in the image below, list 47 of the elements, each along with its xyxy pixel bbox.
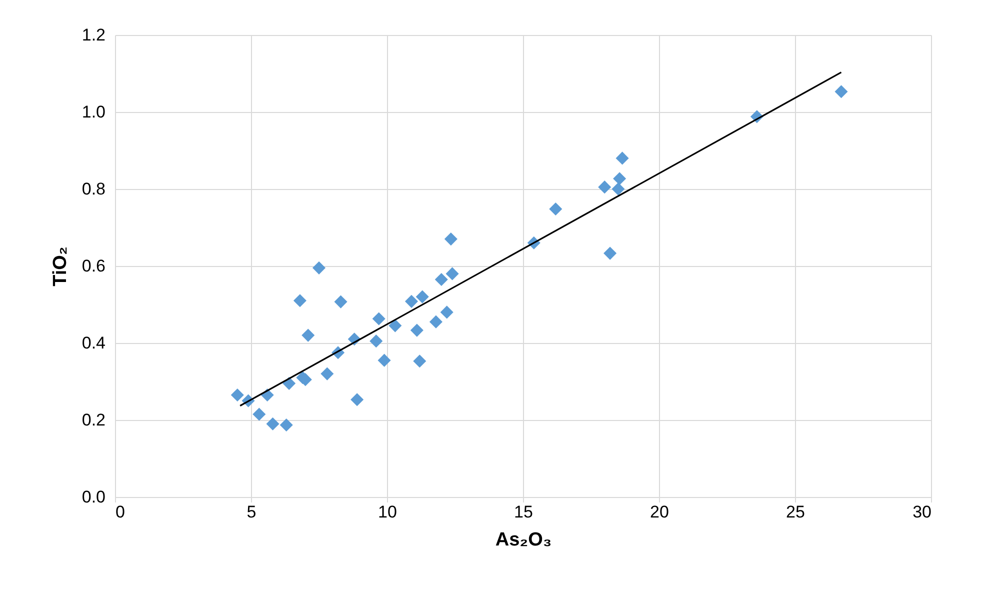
point [280, 418, 293, 432]
point [440, 306, 454, 319]
y-tick-label: 1.0 [82, 102, 106, 122]
point [334, 295, 348, 308]
point [446, 267, 459, 280]
point [266, 417, 280, 430]
point [429, 315, 442, 328]
point [598, 180, 612, 194]
x-axis-title: As₂O₃ [495, 530, 552, 550]
y-tick-label: 0.0 [82, 488, 106, 506]
x-tick-label: 25 [786, 502, 805, 522]
point [613, 172, 626, 186]
point [404, 294, 418, 308]
point [410, 324, 424, 337]
y-tick-label: 0.4 [82, 334, 106, 352]
x-tick-label: 5 [246, 502, 256, 522]
point [370, 334, 383, 348]
x-tick-label: 30 [912, 502, 932, 522]
point [252, 408, 266, 421]
y-tick-label: 0.6 [82, 256, 106, 276]
point [230, 388, 244, 402]
point [444, 232, 458, 246]
point [293, 294, 306, 308]
point [434, 272, 448, 286]
point [320, 367, 334, 380]
point [612, 182, 625, 196]
y-tick-label: 0.2 [82, 410, 106, 430]
y-tick-label: 1.2 [82, 26, 106, 44]
x-tick-label: 10 [378, 502, 397, 522]
point [604, 246, 617, 260]
point [350, 393, 364, 406]
point [372, 312, 386, 326]
point [413, 354, 426, 368]
y-axis-title: TiO₂ [50, 246, 71, 286]
x-tick-label: 20 [650, 502, 669, 522]
point [388, 319, 402, 332]
x-tick-label: 0 [116, 502, 125, 522]
point [416, 290, 429, 304]
point [302, 328, 315, 342]
point [378, 354, 391, 367]
point [282, 376, 296, 390]
point [549, 202, 562, 216]
point [312, 261, 326, 274]
point [616, 152, 629, 165]
x-tick-label: 15 [514, 502, 533, 522]
y-tick-label: 0.8 [82, 180, 106, 198]
point [834, 85, 848, 98]
